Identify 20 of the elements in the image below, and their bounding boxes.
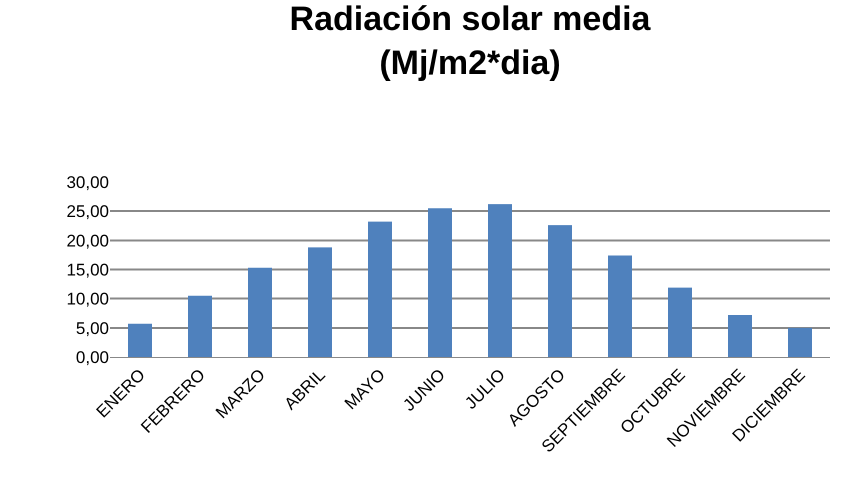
bar — [308, 247, 332, 357]
y-tick-label: 25,00 — [66, 202, 109, 222]
bar — [128, 324, 152, 357]
bar — [668, 288, 692, 357]
bar — [428, 208, 452, 357]
bar — [188, 296, 212, 357]
bar — [728, 315, 752, 357]
y-tick-label: 10,00 — [66, 290, 109, 309]
y-tick-label: 15,00 — [66, 260, 109, 280]
bar — [488, 204, 512, 357]
chart-title: Radiación solar media (Mj/m2*dia) — [290, 0, 652, 82]
bar — [368, 222, 392, 357]
bar — [248, 268, 272, 357]
bar — [608, 256, 632, 357]
y-tick-label: 5,00 — [76, 318, 109, 338]
y-tick-label: 20,00 — [66, 231, 109, 250]
y-tick-label: 30,00 — [66, 172, 109, 192]
bar — [788, 328, 812, 357]
bar — [548, 225, 572, 357]
y-tick-label: 0,00 — [76, 348, 109, 367]
